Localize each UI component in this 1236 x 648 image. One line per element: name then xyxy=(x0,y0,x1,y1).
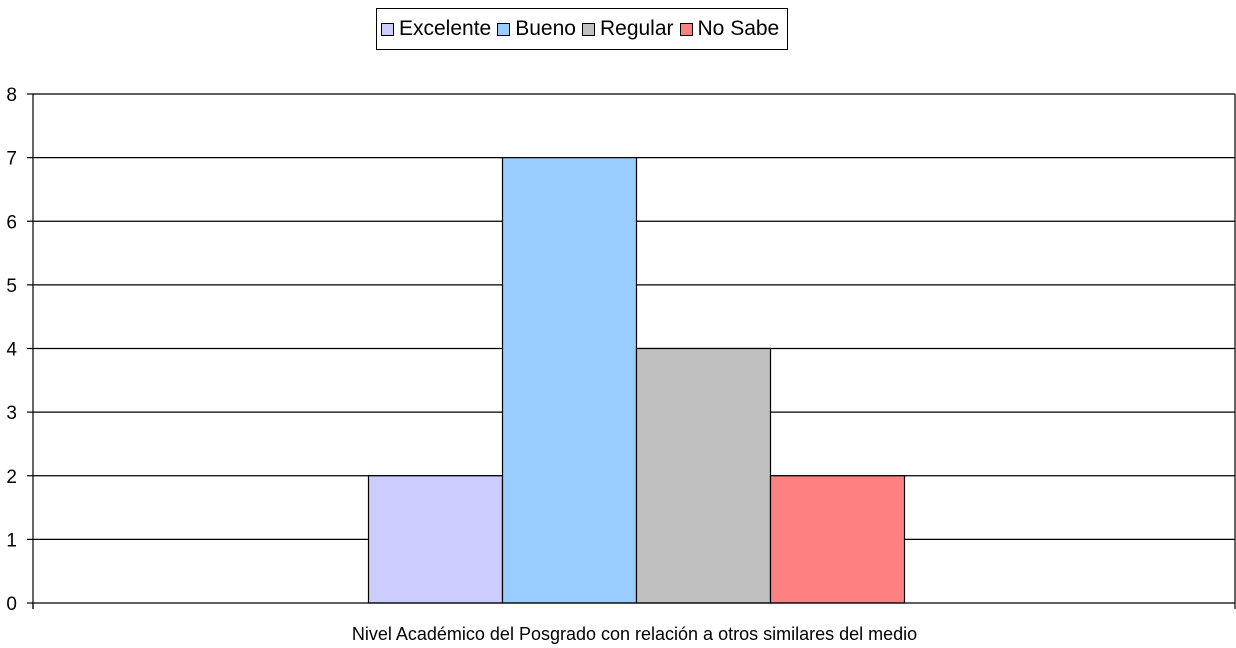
bar-excelente xyxy=(367,475,504,604)
labels: 0 1 2 3 4 5 6 7 8 Nivel Académico del Posgrado co… xyxy=(6,85,917,644)
legend-swatch-bueno xyxy=(497,22,511,36)
y-tick-label-5: 5 xyxy=(6,276,17,297)
bar-regular xyxy=(635,347,772,604)
y-tick-label-0: 0 xyxy=(6,594,17,615)
y-tick-label-2: 2 xyxy=(6,467,17,488)
y-tick-label-4: 4 xyxy=(6,340,17,361)
y-tick-label-7: 7 xyxy=(6,149,17,170)
x-axis-category-label: Nivel Académico del Posgrado con relació… xyxy=(352,624,917,644)
y-tick-label-1: 1 xyxy=(6,530,17,551)
bars xyxy=(367,157,906,604)
legend-item-bueno: Bueno xyxy=(497,17,576,41)
axes xyxy=(27,93,1236,609)
bar-no-sabe xyxy=(769,475,906,604)
legend-swatch-regular xyxy=(581,22,595,36)
legend-label-regular: Regular xyxy=(599,17,674,40)
y-tick-label-6: 6 xyxy=(6,212,17,233)
legend-item-no-sabe: No Sabe xyxy=(679,17,780,41)
legend-swatch-excelente xyxy=(381,22,394,36)
y-tick-label-3: 3 xyxy=(6,403,17,424)
legend-label-no-sabe: No Sabe xyxy=(697,17,780,40)
chart-legend: Excelente Bueno Regular No Sabe xyxy=(376,8,789,50)
legend-item-regular: Regular xyxy=(581,17,674,41)
legend-label-bueno: Bueno xyxy=(515,17,576,40)
bar-bueno xyxy=(501,157,638,604)
y-tick-label-8: 8 xyxy=(6,85,17,106)
legend-label-excelente: Excelente xyxy=(399,17,492,40)
legend-item-excelente: Excelente xyxy=(381,17,491,41)
legend-swatch-no-sabe xyxy=(679,22,693,36)
